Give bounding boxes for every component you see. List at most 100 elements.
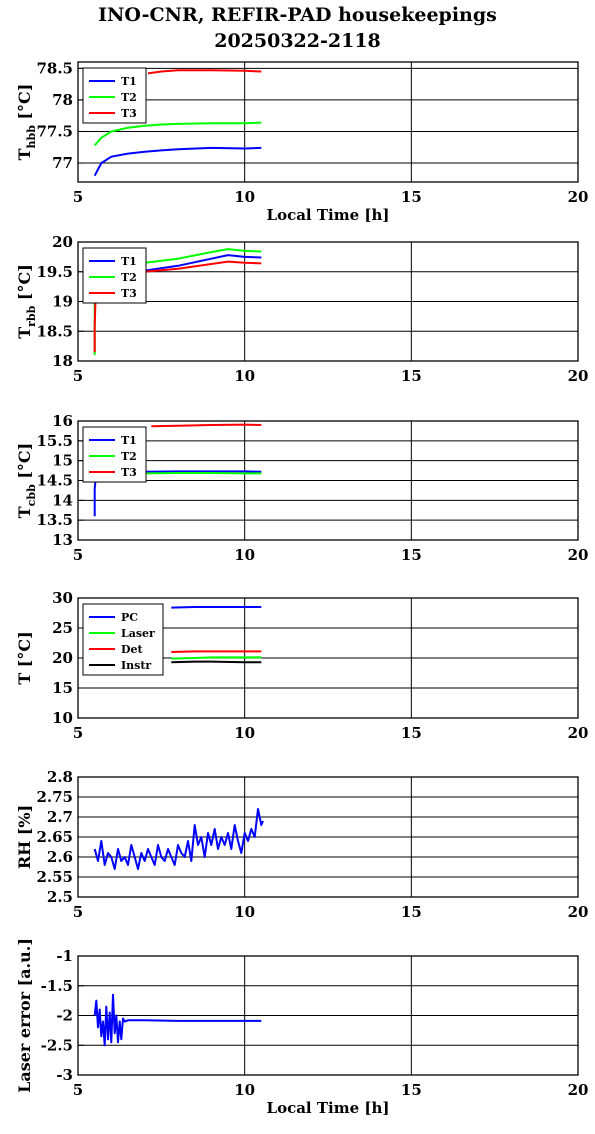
- legend-label: T2: [121, 271, 137, 284]
- chart-title-line1: INO-CNR, REFIR-PAD housekeepings: [98, 4, 497, 26]
- x-tick-label: 10: [234, 903, 255, 921]
- legend-label: Instr: [121, 659, 151, 672]
- x-tick-label: 15: [401, 1081, 422, 1099]
- x-tick-label: 15: [401, 188, 422, 206]
- y-tick-label: 13.5: [36, 511, 73, 529]
- y-axis-label: T [°C]: [15, 631, 34, 684]
- legend-label: T3: [121, 107, 137, 120]
- plot-frame: [77, 61, 579, 183]
- x-axis-label: Local Time [h]: [267, 206, 390, 224]
- legend-label: T3: [121, 287, 137, 300]
- y-axis-label: Thbb [°C]: [15, 84, 38, 161]
- y-tick-label: 25: [52, 619, 73, 637]
- legend-label: Laser: [121, 627, 155, 640]
- x-tick-label: 15: [401, 724, 422, 742]
- y-tick-label: 18: [52, 352, 73, 370]
- y-tick-label: 2.8: [47, 768, 73, 786]
- x-tick-label: 20: [568, 903, 589, 921]
- chart-title-line2: 20250322-2118: [214, 30, 381, 52]
- x-tick-label: 10: [234, 367, 255, 385]
- plot-frame: [77, 420, 579, 541]
- legend-label: T1: [121, 255, 137, 268]
- y-tick-label: 20: [52, 649, 73, 667]
- y-tick-label: 2.55: [36, 868, 73, 886]
- series-line-2: [151, 423, 262, 428]
- y-tick-label: 19: [52, 293, 73, 311]
- y-tick-label: 2.5: [47, 888, 73, 906]
- y-tick-label: 15: [52, 679, 73, 697]
- y-tick-label: 20: [52, 233, 73, 251]
- x-tick-label: 20: [568, 367, 589, 385]
- y-tick-label: -3: [56, 1066, 73, 1084]
- legend-label: PC: [121, 611, 138, 624]
- x-tick-label: 20: [568, 546, 589, 564]
- series-line-0: [93, 993, 262, 1047]
- y-tick-label: 2.65: [36, 828, 73, 846]
- y-axis-label: Laser error [a.u.]: [15, 938, 34, 1093]
- x-axis-label: Local Time [h]: [267, 1099, 390, 1117]
- series-line-1: [93, 121, 262, 147]
- y-tick-label: -2: [56, 1007, 73, 1025]
- plot-frame: [77, 776, 579, 898]
- y-tick-label: 78.5: [36, 59, 73, 77]
- legend-label: T1: [121, 75, 137, 88]
- plot-frame: [77, 597, 579, 719]
- y-tick-label: 10: [52, 709, 73, 727]
- x-tick-label: 10: [234, 188, 255, 206]
- y-tick-label: 77: [52, 154, 73, 172]
- legend-label: T1: [121, 434, 137, 447]
- legend-label: T2: [121, 91, 137, 104]
- x-tick-label: 5: [73, 903, 83, 921]
- x-tick-label: 15: [401, 546, 422, 564]
- legend-label: T3: [121, 466, 137, 479]
- x-tick-label: 10: [234, 546, 255, 564]
- y-tick-label: 15.5: [36, 432, 73, 450]
- x-tick-label: 20: [568, 1081, 589, 1099]
- x-tick-label: 5: [73, 188, 83, 206]
- y-tick-label: 2.6: [47, 848, 73, 866]
- y-tick-label: 2.75: [36, 788, 73, 806]
- plot-frame: [77, 955, 579, 1076]
- y-tick-label: 19.5: [36, 263, 73, 281]
- series-line-0: [171, 606, 262, 609]
- y-tick-label: -2.5: [41, 1036, 73, 1054]
- panel-0: 77 77.5 78 78.5 5 10 15 20 T1 T2 T3 Thbb [°C] Local …: [15, 59, 588, 224]
- series-line-0: [93, 808, 264, 870]
- plot-frame: [77, 241, 579, 362]
- legend-box: [82, 603, 164, 676]
- y-tick-label: -1: [56, 947, 73, 965]
- y-tick-label: 15: [52, 452, 73, 470]
- y-tick-label: 13: [52, 531, 73, 549]
- y-tick-label: -1.5: [41, 977, 73, 995]
- x-tick-label: 5: [73, 546, 83, 564]
- panel-1: 18 18.5 19 19.5 20 5 10 15 20 T1 T2 T3 Trbb [°C]: [15, 233, 588, 385]
- y-axis-label: Tcbb [°C]: [15, 443, 38, 518]
- x-tick-label: 10: [234, 1081, 255, 1099]
- legend-label: Det: [121, 643, 144, 656]
- y-tick-label: 2.7: [47, 808, 73, 826]
- x-tick-label: 15: [401, 367, 422, 385]
- x-tick-label: 5: [73, 724, 83, 742]
- x-tick-label: 20: [568, 188, 589, 206]
- panel-5: -3 -2.5 -2 -1.5 -1 5 10 15 20 Laser error [a.u.] L…: [15, 938, 588, 1117]
- series-line-1: [171, 656, 262, 660]
- y-axis-label: Trbb [°C]: [15, 264, 38, 339]
- panel-4: 2.5 2.55 2.6 2.65 2.7 2.75 2.8 5 10 15 20 RH [%]: [15, 768, 588, 921]
- series-line-0: [93, 146, 262, 177]
- x-tick-label: 10: [234, 724, 255, 742]
- x-tick-label: 15: [401, 903, 422, 921]
- y-tick-label: 18.5: [36, 322, 73, 340]
- y-tick-label: 78: [52, 91, 73, 109]
- y-tick-label: 14: [52, 491, 73, 509]
- x-tick-label: 5: [73, 367, 83, 385]
- y-tick-label: 30: [52, 589, 73, 607]
- legend-label: T2: [121, 450, 137, 463]
- y-axis-label: RH [%]: [15, 805, 34, 869]
- y-tick-label: 16: [52, 412, 73, 430]
- y-tick-label: 14.5: [36, 472, 73, 490]
- series-line-3: [171, 660, 262, 664]
- x-tick-label: 20: [568, 724, 589, 742]
